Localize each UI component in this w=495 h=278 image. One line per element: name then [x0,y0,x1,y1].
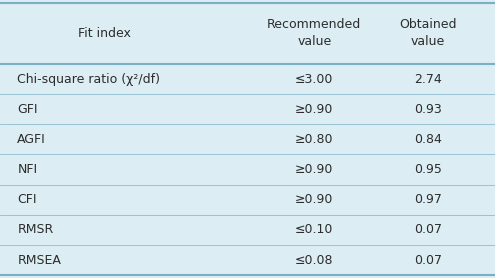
Text: 0.93: 0.93 [414,103,442,116]
Text: AGFI: AGFI [17,133,46,146]
Text: 0.97: 0.97 [414,193,442,206]
Text: 2.74: 2.74 [414,73,442,86]
Text: ≥0.90: ≥0.90 [295,163,334,176]
Text: CFI: CFI [17,193,37,206]
Text: GFI: GFI [17,103,38,116]
Text: ≥0.80: ≥0.80 [295,133,334,146]
Text: ≤0.10: ≤0.10 [295,224,334,237]
Text: 0.95: 0.95 [414,163,442,176]
Text: RMSR: RMSR [17,224,53,237]
Text: Chi-square ratio (χ²/df): Chi-square ratio (χ²/df) [17,73,160,86]
Text: NFI: NFI [17,163,38,176]
Text: ≤3.00: ≤3.00 [295,73,334,86]
Text: Fit index: Fit index [78,27,130,40]
Text: ≥0.90: ≥0.90 [295,193,334,206]
Text: 0.07: 0.07 [414,224,442,237]
Text: ≥0.90: ≥0.90 [295,103,334,116]
Text: Obtained
value: Obtained value [399,18,457,48]
Text: Recommended
value: Recommended value [267,18,361,48]
Text: 0.07: 0.07 [414,254,442,267]
Text: RMSEA: RMSEA [17,254,61,267]
Text: 0.84: 0.84 [414,133,442,146]
Text: ≤0.08: ≤0.08 [295,254,334,267]
